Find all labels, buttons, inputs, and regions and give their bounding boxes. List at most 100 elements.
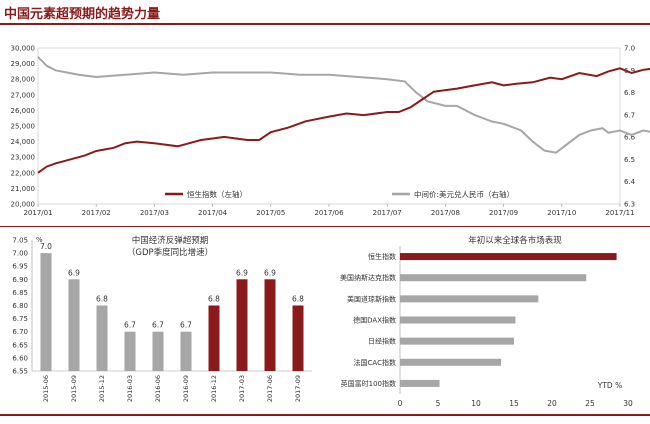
ytd-x-tick-label: 5 bbox=[436, 399, 441, 408]
gdp-bar-value-label: 6.7 bbox=[152, 321, 164, 330]
ytd-x-tick-label: 25 bbox=[585, 399, 595, 408]
ytd-x-tick-label: 0 bbox=[398, 399, 403, 408]
right-axis-tick-label: 6.9 bbox=[624, 67, 635, 75]
bottom-rule bbox=[0, 414, 650, 416]
gdp-y-tick-label: 7.05 bbox=[12, 237, 28, 245]
right-axis-tick-label: 6.8 bbox=[624, 89, 635, 97]
gdp-y-tick-label: 6.55 bbox=[12, 368, 28, 376]
ytd-category-label: 日经指数 bbox=[368, 337, 396, 346]
gdp-y-tick-label: 7.00 bbox=[12, 250, 28, 258]
ytd-x-tick-label: 30 bbox=[623, 399, 633, 408]
ytd-x-tick-label: 15 bbox=[509, 399, 519, 408]
gdp-bar bbox=[68, 279, 80, 371]
x-axis-tick-label: 2017/04 bbox=[198, 209, 228, 217]
x-axis-tick-label: 2017/06 bbox=[314, 209, 344, 217]
ytd-bar bbox=[400, 379, 440, 387]
left-axis-tick-label: 22,000 bbox=[11, 169, 36, 177]
legend-label-hang-seng: 恒生指数（左轴） bbox=[187, 189, 247, 199]
right-axis-tick-label: 6.3 bbox=[624, 201, 635, 209]
section-divider bbox=[0, 226, 650, 227]
gdp-bar bbox=[124, 331, 136, 371]
ytd-bar bbox=[400, 316, 516, 324]
ytd-category-label: 法国CAC指数 bbox=[354, 358, 396, 367]
ytd-bar bbox=[400, 274, 587, 282]
global-market-ytd-bar-chart: 年初以来全球各市场表现恒生指数美国纳斯达克指数美国道琼斯指数德国DAX指数日经指… bbox=[340, 235, 633, 408]
gdp-unit-label: % bbox=[36, 236, 43, 244]
gdp-bar-value-label: 6.8 bbox=[292, 295, 304, 304]
gdp-bar bbox=[180, 331, 192, 371]
x-axis-tick-label: 2017/09 bbox=[489, 209, 518, 217]
hsi-vs-cny-line-chart: 20,000 21,000 22,000 23,000 24,000 25,000 26,0… bbox=[11, 45, 650, 217]
ytd-x-tick-label: 10 bbox=[471, 399, 481, 408]
gdp-bar-value-label: 6.7 bbox=[180, 321, 192, 330]
left-axis-tick-label: 25,000 bbox=[11, 123, 36, 131]
ytd-category-label: 德国DAX指数 bbox=[353, 316, 396, 325]
plot-frame bbox=[37, 47, 621, 205]
gdp-bar bbox=[40, 253, 52, 371]
gdp-x-tick-label: 2017-03 bbox=[238, 375, 246, 402]
gdp-y-tick-label: 6.60 bbox=[12, 354, 28, 362]
left-axis-tick-label: 28,000 bbox=[11, 76, 36, 84]
x-axis-tick-label: 2017/11 bbox=[605, 209, 634, 217]
gdp-bar-value-label: 6.9 bbox=[264, 268, 276, 277]
ytd-category-label: 美国纳斯达克指数 bbox=[340, 273, 396, 282]
left-axis-tick-label: 20,000 bbox=[11, 201, 36, 209]
gdp-x-tick-label: 2016-03 bbox=[126, 375, 134, 402]
gdp-x-tick-label: 2016-06 bbox=[154, 375, 162, 402]
ytd-category-label: 美国道琼斯指数 bbox=[347, 294, 396, 303]
gdp-bar bbox=[236, 279, 248, 371]
gdp-y-tick-label: 6.75 bbox=[12, 315, 28, 323]
right-axis-tick-label: 6.6 bbox=[624, 134, 636, 142]
gdp-x-tick-label: 2017-06 bbox=[266, 375, 274, 402]
ytd-category-label: 恒生指数 bbox=[368, 252, 396, 261]
gdp-chart-title: 中国经济反弹超预期 bbox=[132, 235, 209, 246]
gdp-bar-value-label: 6.9 bbox=[68, 268, 80, 277]
left-axis-tick-label: 21,000 bbox=[11, 185, 36, 193]
gdp-x-tick-label: 2015-09 bbox=[70, 375, 78, 402]
right-axis-tick-label: 6.7 bbox=[624, 111, 635, 119]
gdp-y-tick-label: 6.65 bbox=[12, 341, 28, 349]
ytd-x-tick-label: 20 bbox=[547, 399, 557, 408]
gdp-x-tick-label: 2016-09 bbox=[182, 375, 190, 402]
x-axis-tick-label: 2017/02 bbox=[82, 209, 111, 217]
usd-cny-series-line bbox=[37, 56, 650, 154]
gdp-bar-value-label: 6.7 bbox=[124, 321, 136, 330]
gdp-x-tick-label: 2015-12 bbox=[98, 375, 106, 402]
ytd-bar bbox=[400, 358, 502, 366]
gdp-bar bbox=[152, 331, 164, 371]
gdp-bar-value-label: 6.8 bbox=[208, 295, 220, 304]
hang-seng-series-line bbox=[37, 67, 650, 174]
x-axis-tick-label: 2017/03 bbox=[140, 209, 169, 217]
ytd-category-label: 英国富时100指数 bbox=[341, 379, 396, 388]
gdp-y-tick-label: 6.90 bbox=[12, 276, 28, 284]
gdp-y-tick-label: 6.80 bbox=[12, 302, 28, 310]
x-axis-tick-label: 2017/08 bbox=[431, 209, 460, 217]
gdp-y-tick-label: 6.70 bbox=[12, 328, 28, 336]
right-axis-tick-label: 6.4 bbox=[624, 178, 636, 186]
gdp-bar-value-label: 6.8 bbox=[96, 295, 108, 304]
gdp-x-tick-label: 2017-09 bbox=[294, 375, 302, 402]
ytd-bar bbox=[400, 295, 539, 303]
gdp-y-tick-label: 6.95 bbox=[12, 263, 28, 271]
gdp-bar bbox=[208, 305, 220, 371]
gdp-bar-value-label: 7.0 bbox=[40, 242, 52, 251]
ytd-x-axis-label: YTD % bbox=[597, 381, 622, 390]
left-axis-tick-label: 27,000 bbox=[11, 91, 36, 99]
x-axis-tick-label: 2017/10 bbox=[547, 209, 576, 217]
x-axis-tick-label: 2017/05 bbox=[256, 209, 285, 217]
ytd-bar bbox=[400, 253, 617, 261]
left-axis-tick-label: 26,000 bbox=[11, 107, 36, 115]
x-axis-tick-label: 2017/07 bbox=[373, 209, 402, 217]
right-axis-tick-label: 6.5 bbox=[624, 156, 635, 164]
ytd-chart-title: 年初以来全球各市场表现 bbox=[468, 235, 562, 246]
gdp-bar bbox=[264, 279, 276, 371]
gdp-x-tick-label: 2016-12 bbox=[210, 375, 218, 402]
gdp-chart-subtitle: （GDP季度同比增速） bbox=[127, 247, 213, 258]
ytd-bar bbox=[400, 337, 514, 345]
left-axis-tick-label: 29,000 bbox=[11, 60, 36, 68]
title-underline bbox=[0, 23, 650, 25]
left-axis-tick-label: 30,000 bbox=[11, 45, 36, 53]
gdp-bar bbox=[96, 305, 108, 371]
x-axis-tick-label: 2017/01 bbox=[23, 209, 52, 217]
page-title: 中国元素超预期的趋势力量 bbox=[4, 7, 161, 22]
